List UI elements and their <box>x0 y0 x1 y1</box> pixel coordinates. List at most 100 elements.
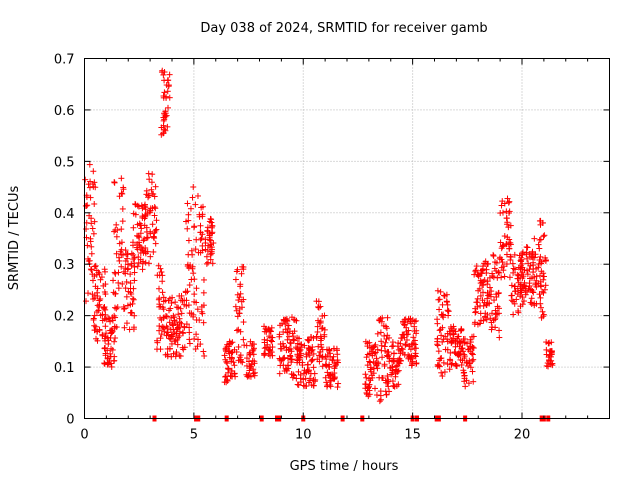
data-point <box>240 336 247 343</box>
data-point <box>280 328 287 335</box>
data-point <box>141 203 148 210</box>
data-point <box>114 304 121 311</box>
data-point <box>512 266 519 273</box>
data-point <box>194 192 201 199</box>
data-point <box>152 183 159 190</box>
data-point <box>107 318 114 325</box>
data-point <box>156 272 163 279</box>
data-point <box>115 279 122 286</box>
data-point <box>113 250 120 257</box>
data-point <box>499 198 506 205</box>
data-point <box>160 114 167 121</box>
data-point <box>145 260 152 267</box>
data-point <box>201 352 208 359</box>
data-point <box>382 339 389 346</box>
data-point <box>93 335 100 342</box>
data-point <box>537 253 544 260</box>
data-point <box>269 334 276 341</box>
data-point <box>504 195 511 202</box>
data-point <box>92 262 99 269</box>
data-point <box>444 301 451 308</box>
data-point <box>186 340 193 347</box>
data-point <box>335 380 342 387</box>
data-point <box>297 375 304 382</box>
data-point <box>436 327 443 334</box>
data-point <box>524 271 531 278</box>
data-point <box>113 221 120 228</box>
data-point <box>399 349 406 356</box>
data-point <box>122 265 129 272</box>
data-point <box>104 355 111 362</box>
data-point <box>132 211 139 218</box>
data-point <box>112 314 119 321</box>
data-point <box>237 358 244 365</box>
data-point <box>519 301 526 308</box>
data-point <box>461 372 468 379</box>
data-point <box>120 184 127 191</box>
data-point <box>543 339 550 346</box>
data-point <box>488 288 495 295</box>
data-point <box>464 362 471 369</box>
data-point <box>536 217 543 224</box>
data-point <box>144 234 151 241</box>
data-point <box>523 244 530 251</box>
data-point <box>446 366 453 373</box>
data-point <box>531 300 538 307</box>
data-point <box>86 161 93 168</box>
data-point <box>131 312 138 319</box>
data-point <box>235 297 242 304</box>
data-point <box>434 342 441 349</box>
data-point <box>318 341 325 348</box>
data-point <box>364 362 371 369</box>
data-point <box>295 354 302 361</box>
data-point <box>166 319 173 326</box>
data-point <box>323 356 330 363</box>
data-point <box>268 338 275 345</box>
data-point <box>413 317 420 324</box>
data-point <box>160 130 167 137</box>
data-point <box>230 359 237 366</box>
data-point <box>445 308 452 315</box>
data-point <box>483 301 490 308</box>
data-point <box>183 321 190 328</box>
data-point <box>434 361 441 368</box>
data-point <box>225 369 232 376</box>
data-point <box>146 209 153 216</box>
data-point <box>174 341 181 348</box>
data-point <box>206 232 213 239</box>
data-point <box>391 383 398 390</box>
data-point <box>531 273 538 280</box>
data-point <box>193 316 200 323</box>
data-point <box>486 284 493 291</box>
data-point <box>297 341 304 348</box>
data-point <box>111 179 118 186</box>
data-point <box>140 237 147 244</box>
data-point <box>185 211 192 218</box>
data-point <box>96 303 103 310</box>
data-point <box>130 326 137 333</box>
data-point <box>184 263 191 270</box>
data-point <box>531 254 538 261</box>
data-point <box>160 324 167 331</box>
data-point <box>314 323 321 330</box>
data-point <box>483 316 490 323</box>
data-point <box>177 297 184 304</box>
y-tick-label: 0.2 <box>54 310 75 325</box>
data-point <box>243 342 250 349</box>
data-point <box>199 310 206 317</box>
data-point <box>161 77 168 84</box>
data-point <box>231 362 238 369</box>
data-point <box>501 233 508 240</box>
data-point <box>322 361 329 368</box>
data-point <box>238 298 245 305</box>
data-point <box>383 391 390 398</box>
data-point <box>117 248 124 255</box>
data-point <box>155 296 162 303</box>
data-point <box>294 346 301 353</box>
data-point <box>489 310 496 317</box>
data-point <box>279 340 286 347</box>
data-point <box>440 359 447 366</box>
data-point <box>335 359 342 366</box>
data-point <box>90 168 97 175</box>
